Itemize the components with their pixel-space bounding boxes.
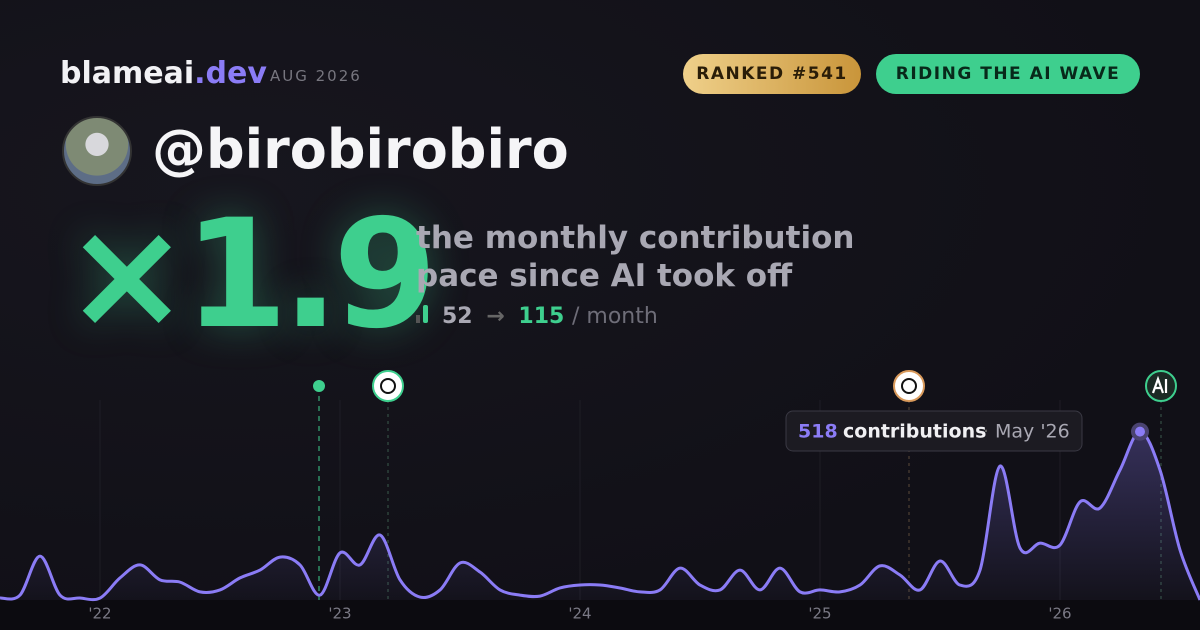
tooltip xyxy=(785,410,1083,452)
openai-icon xyxy=(380,378,396,394)
x-tick-label: '23 xyxy=(328,605,351,623)
plot: '22 '23 '24 '25 '26 xyxy=(0,400,1200,623)
separator: · xyxy=(983,421,989,443)
brand-name: blameai xyxy=(60,56,195,91)
x-tick-label: '25 xyxy=(808,605,831,623)
before: 52 xyxy=(442,304,473,329)
openai-icon xyxy=(901,378,917,394)
line xyxy=(0,430,1200,602)
headline-line: the monthly contribution xyxy=(416,220,855,256)
headline-line: pace since AI took off xyxy=(416,258,793,294)
arrow: → xyxy=(486,304,505,329)
icon xyxy=(416,315,420,323)
multiplier: ×1.9 xyxy=(64,188,437,362)
period: AUG 2026 xyxy=(270,67,362,85)
openai-icon xyxy=(893,370,925,402)
x-tick-label: '24 xyxy=(568,605,591,623)
axis-band xyxy=(0,600,1200,630)
openai-icon xyxy=(372,370,404,402)
unit: / month xyxy=(572,304,658,329)
peak-point xyxy=(1131,422,1149,441)
pace: 52 → 115 / month xyxy=(416,304,658,329)
handle: @birobirobiro xyxy=(152,118,569,181)
tooltip-date: May '26 xyxy=(995,421,1070,443)
tooltip-label: contributions xyxy=(843,421,986,443)
rank-badge: RANKED #541 xyxy=(683,54,861,94)
x-tick-label: '22 xyxy=(88,605,111,623)
brand-suffix: .dev xyxy=(194,56,267,91)
status-badge: RIDING THE AI WAVE xyxy=(876,54,1140,94)
area xyxy=(0,431,1200,600)
icon xyxy=(423,305,428,323)
tooltip-value: 518 xyxy=(798,421,838,443)
event-dot xyxy=(313,380,325,392)
avatar xyxy=(62,116,132,186)
after: 115 xyxy=(518,304,565,329)
anthropic-icon xyxy=(1151,375,1168,394)
x-tick-label: '26 xyxy=(1048,605,1071,623)
brand: blameai.dev xyxy=(60,56,267,91)
